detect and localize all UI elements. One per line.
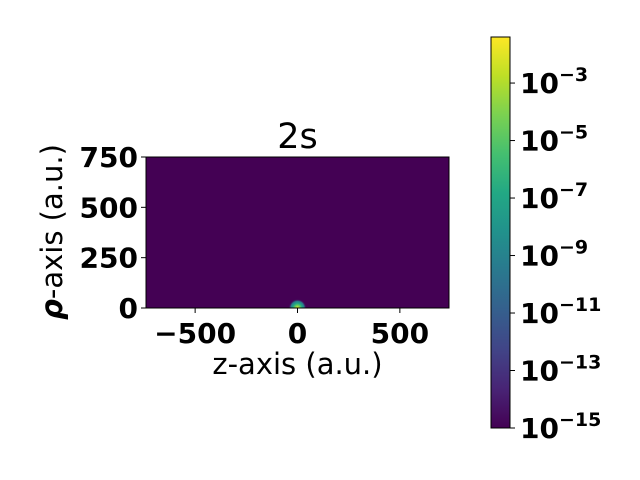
y-tick-label: 500 — [80, 191, 138, 224]
y-axis-ticks: 0 250 500 750 — [80, 141, 146, 325]
colorbar-ticks: 10−15 10−13 10−11 10−9 10−7 10−5 10−3 — [510, 64, 601, 445]
colorbar-tick-label: 10−13 — [520, 352, 601, 388]
colorbar-tick-label: 10−9 — [520, 237, 588, 273]
heatmap-background — [146, 157, 449, 308]
colorbar-tick-label: 10−3 — [520, 64, 588, 100]
y-axis-label-text: -axis (a.u.) — [35, 144, 69, 299]
x-tick-label: 0 — [288, 317, 307, 350]
chart-title: 2s — [277, 117, 318, 157]
x-tick-label: −500 — [154, 317, 236, 350]
x-axis-label: z-axis (a.u.) — [212, 347, 382, 381]
heatmap-plot — [145, 156, 450, 309]
colorbar-gradient — [490, 36, 511, 429]
colorbar-tick-label: 10−7 — [520, 179, 588, 215]
y-axis-label: ρ-axis (a.u.) — [35, 144, 69, 320]
colorbar-tick-label: 10−15 — [520, 409, 601, 445]
colorbar-tick-label: 10−11 — [520, 294, 601, 330]
y-tick-label: 0 — [119, 292, 138, 325]
y-tick-label: 250 — [80, 242, 138, 275]
colorbar: 10−15 10−13 10−11 10−9 10−7 10−5 10−3 — [490, 36, 601, 445]
y-axis-label-symbol: ρ — [35, 299, 69, 320]
x-axis-ticks: −500 0 500 — [154, 308, 429, 350]
y-tick-label: 750 — [80, 141, 138, 174]
colorbar-tick-label: 10−5 — [520, 122, 588, 158]
density-peak — [288, 298, 307, 308]
x-tick-label: 500 — [371, 317, 429, 350]
